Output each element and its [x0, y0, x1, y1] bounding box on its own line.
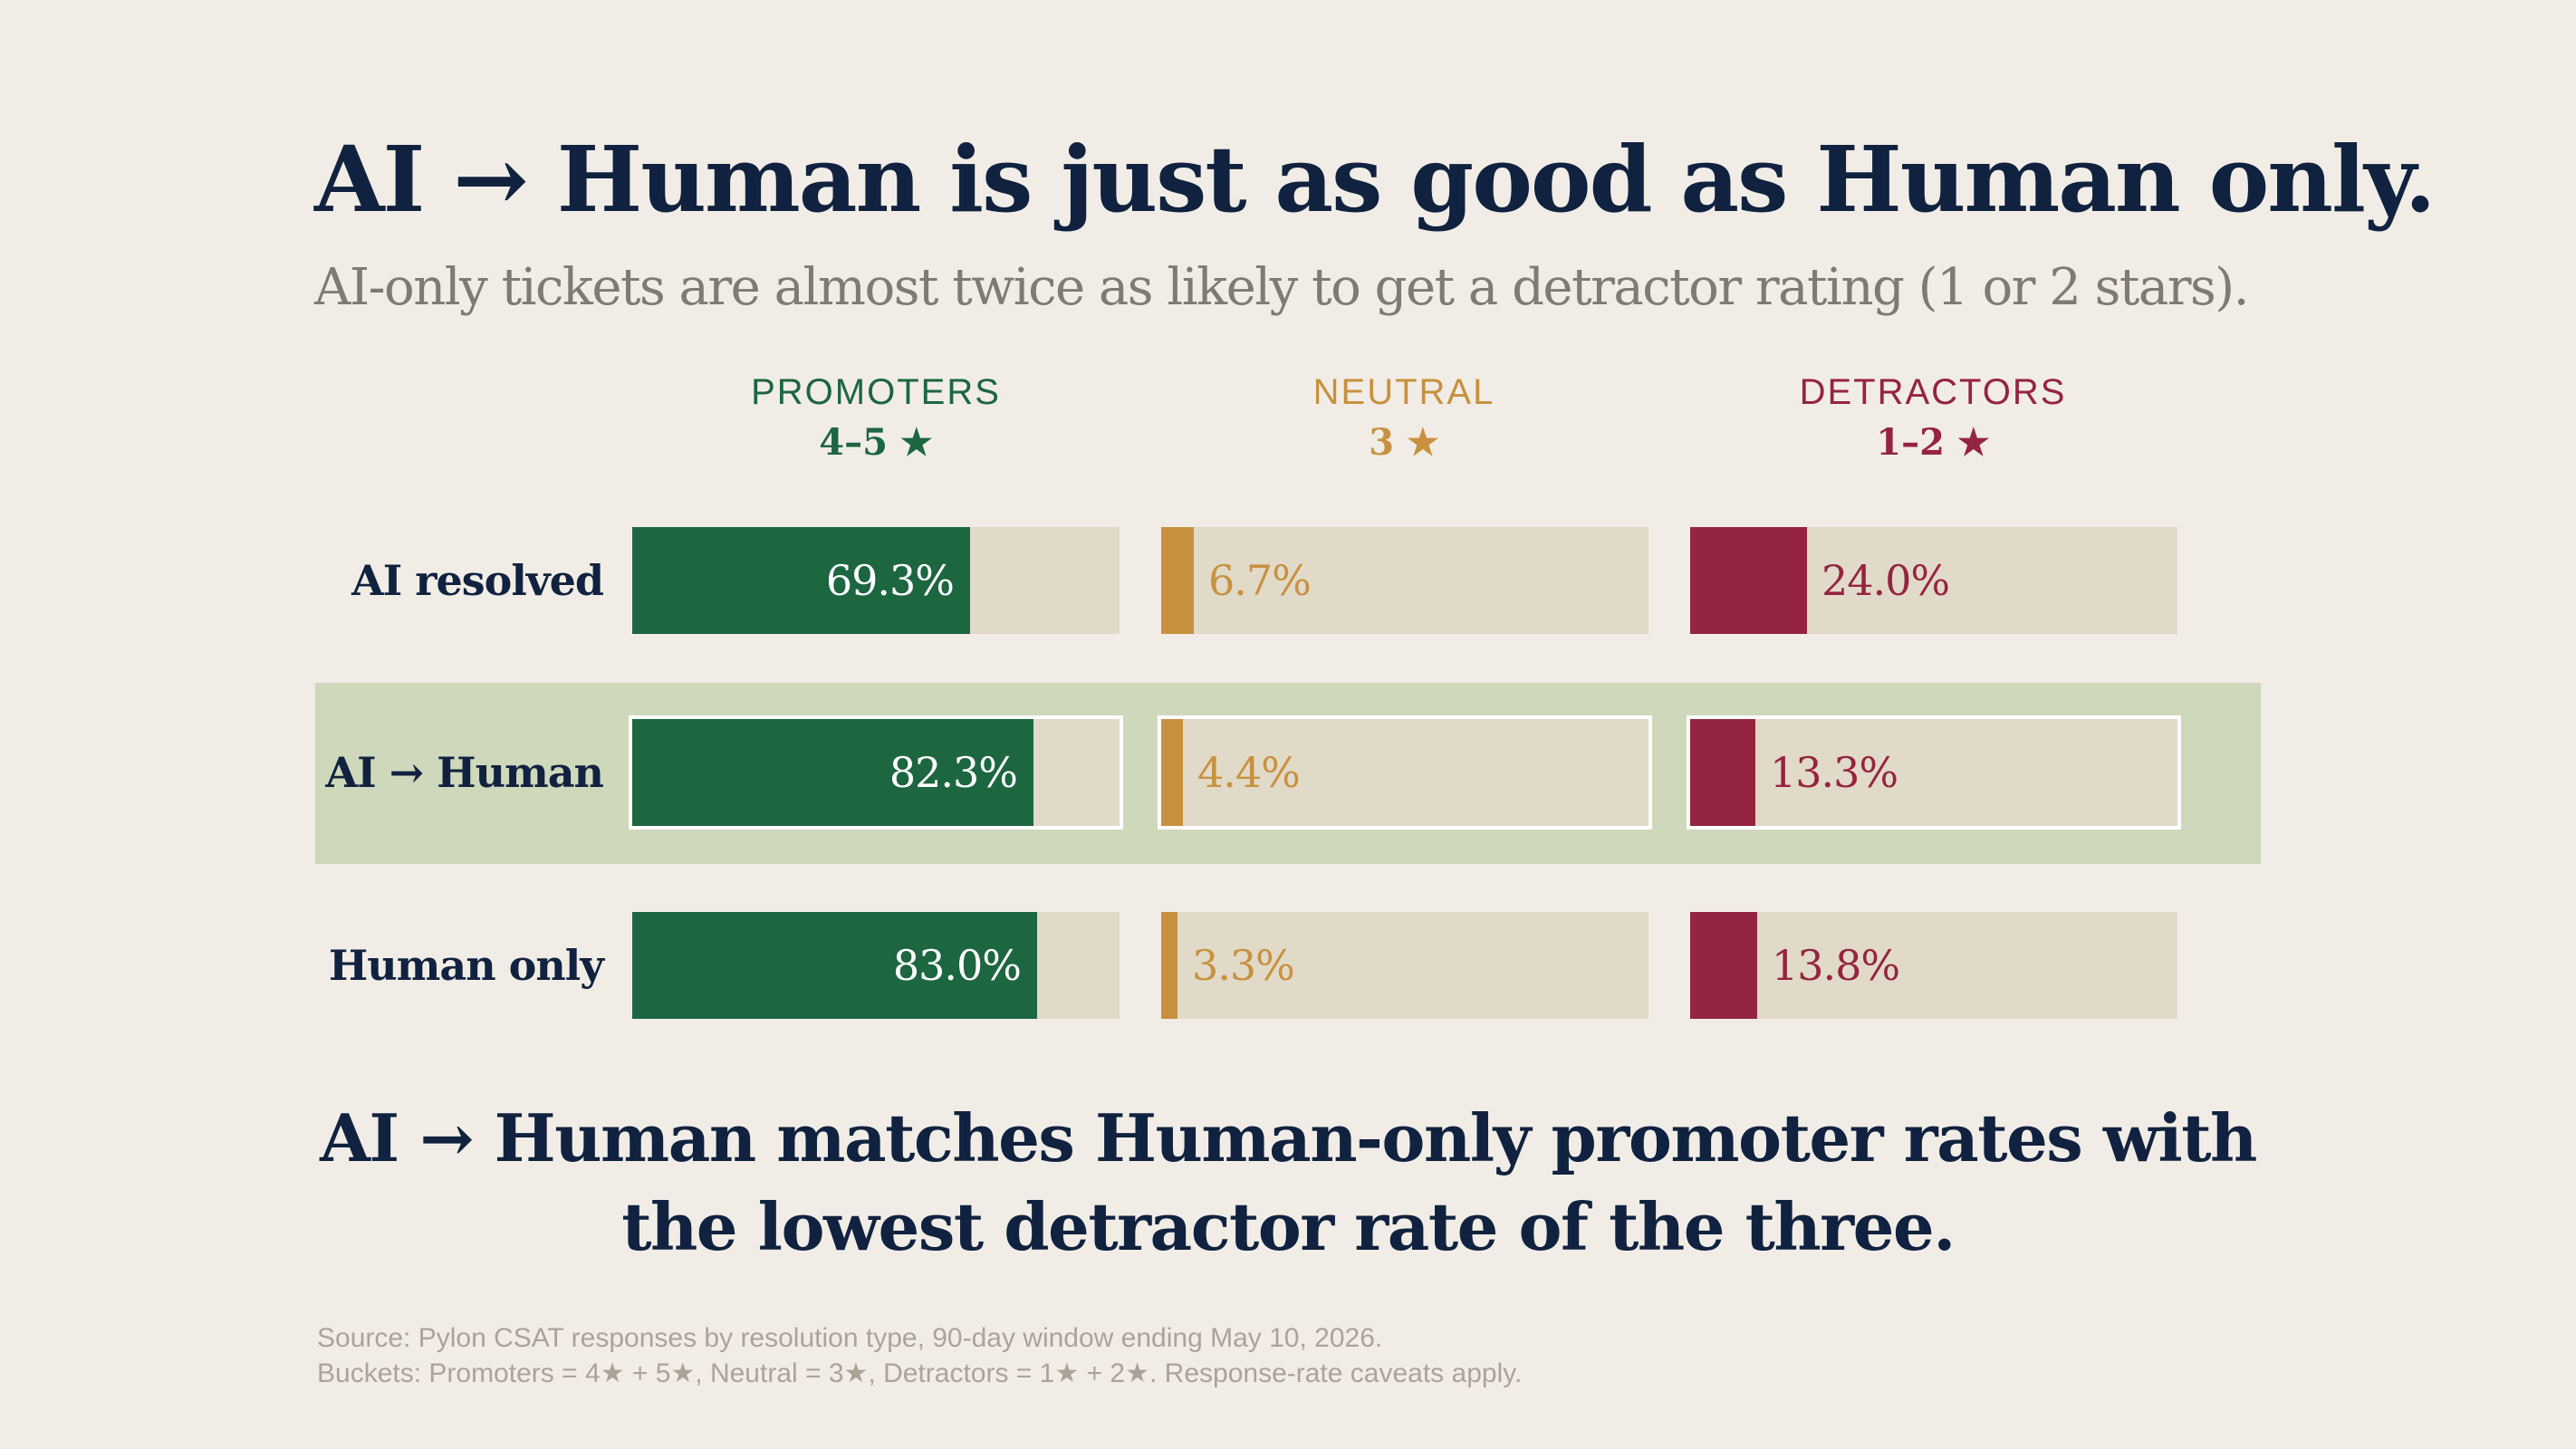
bar-detractors [1690, 912, 1757, 1019]
bar-neutral [1161, 719, 1183, 826]
row-label: AI → Human [325, 748, 604, 797]
bar-value-label: 3.3% [1192, 941, 1295, 990]
source-note: Source: Pylon CSAT responses by resoluti… [317, 1320, 2400, 1391]
column-name-neutral: NEUTRAL [1312, 372, 1495, 412]
bar-promoters [632, 719, 1033, 826]
row-label: AI resolved [351, 556, 604, 605]
bar-track-detractors: 24.0% [1690, 527, 2177, 634]
column-name-promoters: PROMOTERS [751, 372, 1001, 412]
bar-track-promoters: 83.0% [632, 912, 1120, 1019]
column-header-neutral: NEUTRAL 3 ★ [1159, 367, 1648, 468]
source-line-1: Source: Pylon CSAT responses by resoluti… [317, 1323, 1383, 1353]
bar-value-label: 24.0% [1821, 556, 1950, 605]
bar-promoters [632, 912, 1037, 1019]
bar-track-neutral: 3.3% [1161, 912, 1648, 1019]
bar-value-label: 82.3% [889, 748, 1018, 797]
takeaway: AI → Human matches Human-only promoter r… [201, 1094, 2375, 1271]
bar-value-label: 4.4% [1197, 748, 1301, 797]
bar-value-label: 83.0% [892, 941, 1022, 990]
column-stars-detractors: 1–2 ★ [1876, 421, 1990, 464]
bar-track-neutral: 6.7% [1161, 527, 1648, 634]
bar-value-label: 6.7% [1208, 556, 1312, 605]
bar-track-detractors: 13.8% [1690, 912, 2177, 1019]
chart-subtitle: AI-only tickets are almost twice as like… [314, 258, 2249, 317]
column-header-detractors: DETRACTORS 1–2 ★ [1688, 367, 2177, 468]
bar-track-promoters: 69.3% [632, 527, 1120, 634]
source-line-2: Buckets: Promoters = 4★ + 5★, Neutral = … [317, 1358, 1523, 1388]
bar-detractors [1690, 527, 1807, 634]
column-name-detractors: DETRACTORS [1799, 372, 2067, 412]
column-stars-neutral: 3 ★ [1369, 421, 1439, 464]
bar-value-label: 13.8% [1772, 941, 1900, 990]
bar-neutral [1161, 527, 1194, 634]
row-label: Human only [328, 941, 604, 990]
bar-value-label: 13.3% [1770, 748, 1898, 797]
column-header-promoters: PROMOTERS 4–5 ★ [631, 367, 1120, 468]
chart-title: AI → Human is just as good as Human only… [314, 126, 2436, 233]
bar-promoters [632, 527, 970, 634]
bar-track-neutral: 4.4% [1158, 715, 1652, 830]
bar-track-promoters: 82.3% [629, 715, 1123, 830]
takeaway-line-1: AI → Human matches Human-only promoter r… [320, 1099, 2257, 1176]
bar-detractors [1690, 719, 1755, 826]
bar-value-label: 69.3% [825, 556, 955, 605]
bar-neutral [1161, 912, 1177, 1019]
takeaway-line-2: the lowest detractor rate of the three. [621, 1188, 1956, 1265]
bar-track-detractors: 13.3% [1687, 715, 2181, 830]
column-stars-promoters: 4–5 ★ [819, 421, 933, 464]
